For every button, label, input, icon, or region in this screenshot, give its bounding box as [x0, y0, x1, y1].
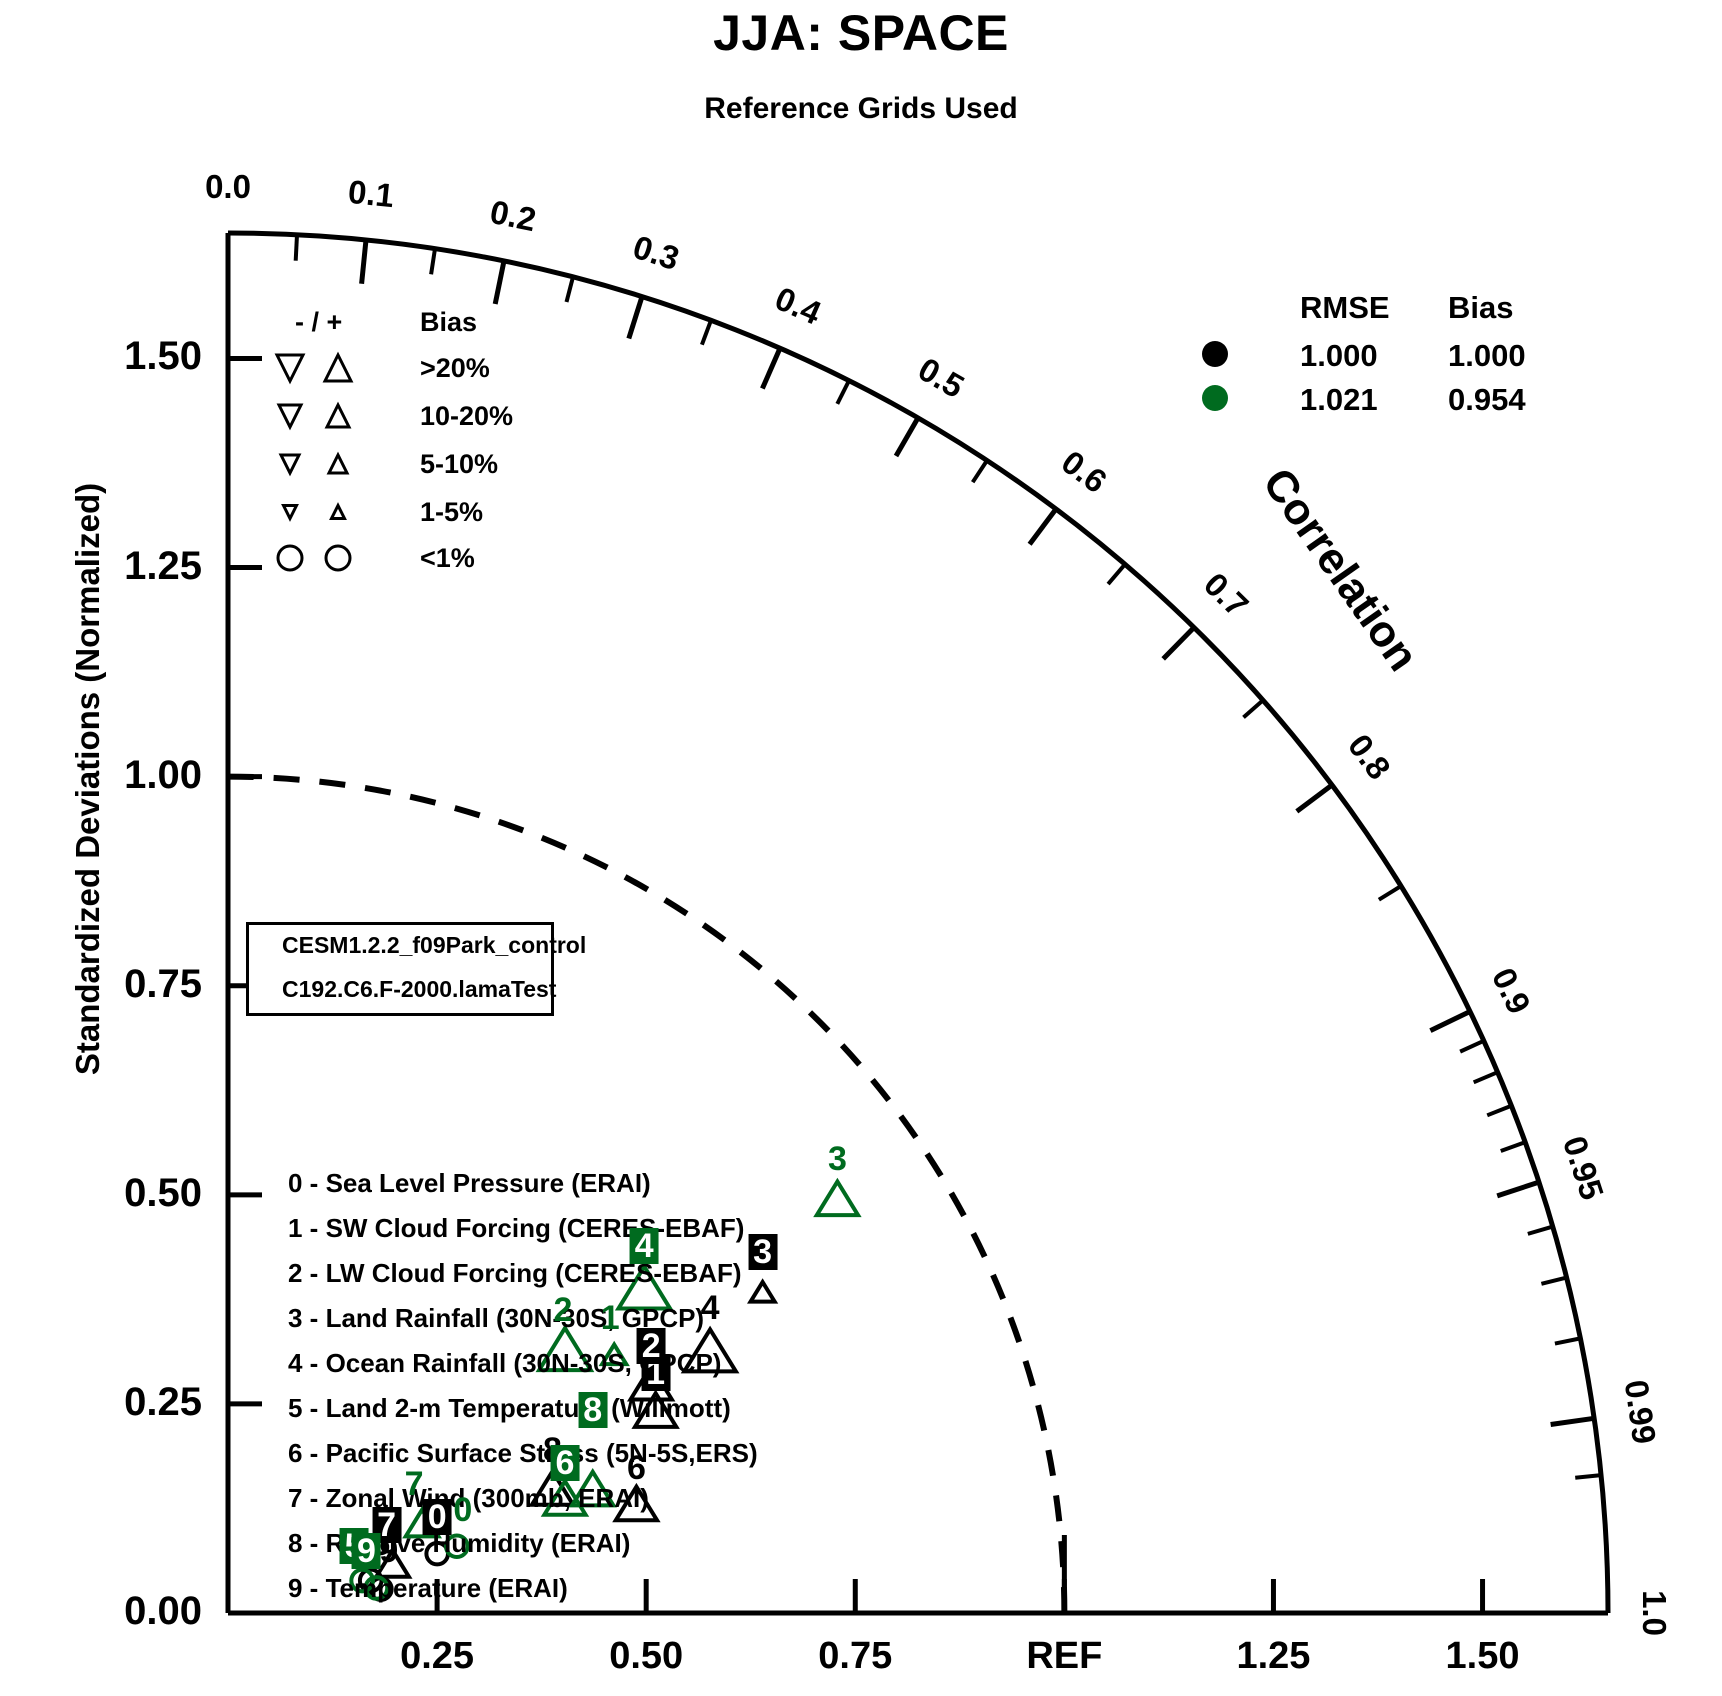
x-tick-label: 1.50	[1445, 1635, 1520, 1677]
y-tick-label: 0.00	[124, 1589, 202, 1633]
data-point-label: 4	[700, 1288, 720, 1327]
bias-column-header: Bias	[1448, 290, 1514, 325]
correlation-tick-label: 1.0	[1636, 1590, 1673, 1636]
variable-key-item: 1 - SW Cloud Forcing (CERES-EBAF)	[288, 1213, 745, 1243]
y-tick-label: 0.75	[124, 961, 202, 1006]
y-tick-label: 0.25	[124, 1379, 202, 1424]
variable-key-item: 5 - Land 2-m Temperature (Willmott)	[288, 1393, 731, 1423]
bias-value: 1.000	[1448, 338, 1526, 373]
data-point-marker	[535, 1324, 595, 1373]
data-point-label: 7	[372, 1507, 402, 1544]
variable-key-item: 7 - Zonal Wind (300mb, ERAI)	[288, 1483, 649, 1513]
data-point-marker	[568, 1468, 617, 1508]
bias-legend-row-label: 5-10%	[420, 449, 499, 479]
variable-key-item: 3 - Land Rainfall (30N-30S, GPCP)	[288, 1303, 705, 1333]
rmse-column-header: RMSE	[1300, 290, 1390, 325]
chart-title: JJA: SPACE	[713, 5, 1009, 61]
data-point-label: 3	[748, 1234, 778, 1271]
data-point-label: 7	[404, 1464, 424, 1503]
bias-value: 0.954	[1448, 382, 1526, 417]
x-tick-label: 0.75	[818, 1635, 893, 1677]
correlation-tick-label: 0.1	[345, 172, 396, 215]
x-tick-label: REF	[1026, 1635, 1103, 1677]
variable-key-item: 9 - Temperature (ERAI)	[288, 1573, 568, 1603]
chart-subtitle: Reference Grids Used	[704, 92, 1018, 125]
y-tick-label: 0.50	[124, 1170, 202, 1215]
data-point-marker	[363, 1575, 390, 1601]
data-point-marker	[372, 1546, 413, 1579]
bias-legend-row-label: >20%	[420, 353, 490, 383]
data-point-label: 0	[453, 1491, 473, 1530]
data-point-marker	[813, 1177, 862, 1218]
rmse-value: 1.021	[1300, 382, 1378, 417]
data-point-label: 9	[351, 1532, 381, 1569]
data-point-label: 6	[550, 1445, 580, 1482]
y-tick-label: 1.25	[124, 543, 202, 588]
data-point-marker	[598, 1340, 630, 1367]
data-point-marker	[631, 1389, 680, 1429]
x-tick-label: 1.25	[1236, 1635, 1311, 1677]
y-tick-label: 1.50	[124, 334, 202, 379]
bias-legend-row-label: 1-5%	[420, 497, 484, 527]
bias-sign-header: - / +	[295, 307, 343, 337]
model-legend-item[interactable]: CESM1.2.2_f09Park_control	[282, 932, 587, 958]
data-point-label: 9	[379, 1532, 399, 1571]
data-point-label: 1	[600, 1298, 620, 1337]
data-point-marker	[746, 1278, 779, 1304]
data-point-label: 2	[553, 1291, 573, 1330]
rmse-value: 1.000	[1300, 338, 1378, 373]
data-point-label: 2	[636, 1327, 666, 1364]
data-point-label: 6	[626, 1448, 646, 1487]
variable-key-item: 2 - LW Cloud Forcing (CERES-EBAF)	[288, 1258, 742, 1288]
model-legend-item[interactable]: C192.C6.F-2000.lamaTest	[282, 976, 557, 1002]
variable-key-item: 0 - Sea Level Pressure (ERAI)	[288, 1168, 651, 1198]
data-point-label: 3	[827, 1139, 847, 1178]
y-tick-label: 1.00	[124, 752, 202, 797]
bias-legend-row-label: 10-20%	[420, 401, 514, 431]
bias-legend-row-label: <1%	[420, 543, 475, 573]
data-point-marker	[680, 1325, 740, 1374]
data-point-marker	[612, 1482, 661, 1523]
model-legend-box[interactable]	[246, 922, 554, 1016]
data-point-label: 4	[629, 1227, 659, 1264]
variable-key-item: 6 - Pacific Surface Stress (5N-5S,ERS)	[288, 1438, 758, 1468]
x-tick-label: 0.25	[400, 1635, 475, 1677]
bias-legend-header: Bias	[420, 307, 478, 337]
correlation-tick-label: 0.0	[205, 168, 251, 205]
data-point-label: 8	[578, 1391, 608, 1428]
data-point-label: 0	[422, 1498, 452, 1535]
data-point-marker	[349, 1567, 375, 1594]
data-point-marker	[614, 1262, 674, 1311]
data-point-marker	[444, 1533, 470, 1560]
x-tick-label: 0.50	[609, 1635, 684, 1677]
